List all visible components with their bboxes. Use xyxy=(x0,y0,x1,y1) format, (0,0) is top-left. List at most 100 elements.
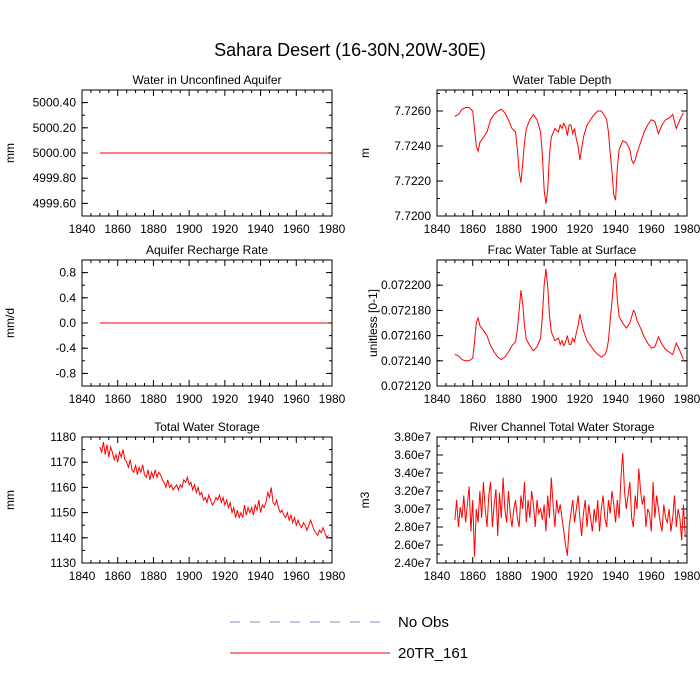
water-table-depth-series-line xyxy=(454,107,684,204)
frac-water-table-ytick-label: 0.072160 xyxy=(381,329,431,343)
aquifer-water-ytick-label: 4999.60 xyxy=(33,196,77,210)
total-water-storage-frame xyxy=(81,436,333,564)
total-water-storage-xtick-label: 1960 xyxy=(283,569,310,583)
river-storage-ytick-label: 2.40e7 xyxy=(394,556,431,570)
panel-water-table-depth: Water Table Depth m 1840 1860 1880 1900 1920 19… xyxy=(358,73,700,236)
panel-aquifer-water: Water in Unconfined Aquifer mm 1840 1860 188… xyxy=(3,73,346,236)
total-water-storage-ylabel: mm xyxy=(3,490,17,510)
total-water-storage-ytick-label: 1180 xyxy=(50,430,76,444)
recharge-rate-ytick-label: 0.0 xyxy=(59,316,76,330)
river-storage-xtick-label: 1980 xyxy=(674,569,700,583)
frac-water-table-ytick-label: 0.072140 xyxy=(381,354,431,368)
total-water-storage-xtick-label: 1980 xyxy=(319,569,346,583)
legend: No Obs 20TR_161 xyxy=(230,614,468,662)
aquifer-water-ytick-label: 5000.20 xyxy=(33,121,77,135)
recharge-rate-xtick-label: 1920 xyxy=(212,392,239,406)
water-table-depth-xtick-label: 1900 xyxy=(531,222,558,236)
frac-water-table-ytick-label: 0.072180 xyxy=(381,303,431,317)
river-storage-xtick-label: 1920 xyxy=(567,569,594,583)
river-storage-ytick-label: 3.20e7 xyxy=(394,484,431,498)
total-water-storage-ytick-label: 1160 xyxy=(50,480,76,494)
panel-river-storage: River Channel Total Water Storage m3 1840 1… xyxy=(358,420,700,583)
recharge-rate-ytick-label: 0.8 xyxy=(59,266,76,280)
total-water-storage-series-line xyxy=(99,441,329,539)
total-water-storage-ytick-label: 1150 xyxy=(50,506,76,520)
aquifer-water-ytick-label: 5000.40 xyxy=(33,96,77,110)
water-table-depth-xtick-label: 1960 xyxy=(638,222,665,236)
frac-water-table-ylabel: unitless [0-1] xyxy=(366,289,380,357)
river-storage-title: River Channel Total Water Storage xyxy=(470,420,655,434)
frac-water-table-xtick-label: 1940 xyxy=(602,392,629,406)
water-table-depth-ytick-label: 7.7200 xyxy=(394,209,431,223)
frac-water-table-xtick-label: 1900 xyxy=(531,392,558,406)
water-table-depth-frame xyxy=(436,89,688,217)
aquifer-water-xtick-label: 1980 xyxy=(319,222,346,236)
frac-water-table-xtick-label: 1920 xyxy=(567,392,594,406)
figure-title: Sahara Desert (16-30N,20W-30E) xyxy=(214,40,486,60)
water-table-depth-xtick-label: 1980 xyxy=(674,222,700,236)
total-water-storage-ytick-label: 1140 xyxy=(50,531,76,545)
water-table-depth-xtick-label: 1880 xyxy=(495,222,522,236)
total-water-storage-xtick-label: 1920 xyxy=(212,569,239,583)
aquifer-water-xtick-label: 1920 xyxy=(212,222,239,236)
river-storage-ytick-label: 3.40e7 xyxy=(394,466,431,480)
recharge-rate-ytick-label: 0.4 xyxy=(59,291,76,305)
recharge-rate-ylabel: mm/d xyxy=(3,308,17,338)
river-storage-xtick-label: 1860 xyxy=(459,569,486,583)
aquifer-water-xtick-label: 1900 xyxy=(176,222,203,236)
aquifer-water-xtick-label: 1880 xyxy=(140,222,167,236)
river-storage-xtick-label: 1880 xyxy=(495,569,522,583)
frac-water-table-xtick-label: 1840 xyxy=(424,392,451,406)
total-water-storage-xtick-label: 1940 xyxy=(247,569,274,583)
recharge-rate-xtick-label: 1880 xyxy=(140,392,167,406)
frac-water-table-xtick-label: 1860 xyxy=(459,392,486,406)
legend-label-20tr-161: 20TR_161 xyxy=(398,645,468,662)
aquifer-water-title: Water in Unconfined Aquifer xyxy=(133,73,282,87)
frac-water-table-frame xyxy=(436,259,688,387)
recharge-rate-xtick-label: 1900 xyxy=(176,392,203,406)
water-table-depth-ytick-label: 7.7260 xyxy=(394,104,431,118)
legend-label-no-obs: No Obs xyxy=(398,614,449,631)
river-storage-ytick-label: 3.80e7 xyxy=(394,430,431,444)
aquifer-water-ytick-label: 4999.80 xyxy=(33,171,77,185)
aquifer-water-xtick-label: 1860 xyxy=(104,222,131,236)
frac-water-table-xtick-label: 1960 xyxy=(638,392,665,406)
total-water-storage-xtick-label: 1880 xyxy=(140,569,167,583)
water-table-depth-xtick-label: 1920 xyxy=(567,222,594,236)
river-storage-xtick-label: 1900 xyxy=(531,569,558,583)
river-storage-ytick-label: 3.60e7 xyxy=(394,448,431,462)
river-storage-xtick-label: 1840 xyxy=(424,569,451,583)
river-storage-ytick-label: 2.60e7 xyxy=(394,538,431,552)
water-table-depth-xtick-label: 1940 xyxy=(602,222,629,236)
recharge-rate-ytick-label: -0.8 xyxy=(55,366,76,380)
frac-water-table-title: Frac Water Table at Surface xyxy=(488,243,637,257)
recharge-rate-title: Aquifer Recharge Rate xyxy=(146,243,268,257)
frac-water-table-ytick-label: 0.072120 xyxy=(381,379,431,393)
recharge-rate-xtick-label: 1960 xyxy=(283,392,310,406)
river-storage-series-line xyxy=(454,453,686,557)
aquifer-water-xtick-label: 1960 xyxy=(283,222,310,236)
water-table-depth-ylabel: m xyxy=(358,148,372,158)
water-table-depth-title: Water Table Depth xyxy=(513,73,612,87)
water-table-depth-ytick-label: 7.7240 xyxy=(394,139,431,153)
river-storage-ytick-label: 2.80e7 xyxy=(394,520,431,534)
aquifer-water-xtick-label: 1840 xyxy=(69,222,96,236)
panel-total-water-storage: Total Water Storage mm 1840 1860 1880 1900 192… xyxy=(3,420,346,583)
river-storage-ytick-label: 3.00e7 xyxy=(394,502,431,516)
total-water-storage-xtick-label: 1840 xyxy=(69,569,96,583)
panel-recharge-rate: Aquifer Recharge Rate mm/d 1840 1860 1880 190… xyxy=(3,243,346,406)
recharge-rate-xtick-label: 1840 xyxy=(69,392,96,406)
total-water-storage-xtick-label: 1860 xyxy=(104,569,131,583)
recharge-rate-ytick-label: -0.4 xyxy=(55,341,76,355)
aquifer-water-xtick-label: 1940 xyxy=(247,222,274,236)
frac-water-table-ytick-label: 0.072200 xyxy=(381,278,431,292)
river-storage-ylabel: m3 xyxy=(358,491,372,508)
aquifer-water-ylabel: mm xyxy=(3,143,17,163)
total-water-storage-xtick-label: 1900 xyxy=(176,569,203,583)
total-water-storage-ytick-label: 1170 xyxy=(50,455,76,469)
water-table-depth-xtick-label: 1860 xyxy=(459,222,486,236)
river-storage-xtick-label: 1960 xyxy=(638,569,665,583)
river-storage-xtick-label: 1940 xyxy=(602,569,629,583)
water-table-depth-xtick-label: 1840 xyxy=(424,222,451,236)
